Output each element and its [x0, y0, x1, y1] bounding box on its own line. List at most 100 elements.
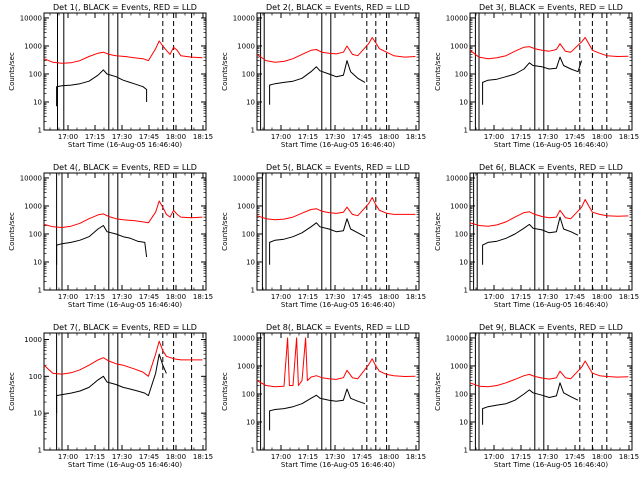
- panel-3-ytick-label: 100: [455, 70, 468, 78]
- panel-5-ytick-label: 100: [242, 230, 255, 238]
- panel-2-lld-series-line: [256, 37, 416, 63]
- panel-5-ylabel: Counts/sec: [221, 212, 229, 251]
- panel-9-ytick-label: 1: [464, 447, 468, 455]
- panel-8: Det 8(, BLACK = Events, RED = LLD 1 10 100 1…: [221, 323, 426, 469]
- panel-3-events-series-line: [482, 56, 583, 105]
- panel-7-events-series-line: [56, 353, 167, 414]
- panel-6-ytick-label: 10000: [446, 174, 468, 182]
- panel-8-ytick-label: 1: [251, 447, 255, 455]
- panel-8-plot-frame: [256, 332, 420, 451]
- panel-3-plot-frame: [469, 12, 633, 131]
- panel-9-events-series-line: [482, 382, 579, 425]
- panel-6-xtick-label: 17:45: [565, 293, 585, 301]
- panel-9-xtick-label: 18:00: [592, 453, 612, 461]
- panel-9-xtick-label: 17:45: [565, 453, 585, 461]
- panel-4: Det 4(, BLACK = Events, RED = LLD 1 10 100 1…: [8, 163, 213, 309]
- panel-4-events-series-line: [56, 225, 148, 265]
- panel-6-ytick-label: 100: [455, 230, 468, 238]
- panel-4-ytick-label: 1000: [24, 202, 42, 210]
- panel-3-ytick-label: 1: [464, 127, 468, 135]
- panel-1-xtick-label: 17:45: [139, 133, 159, 141]
- panel-7-xtick-label: 17:45: [139, 453, 159, 461]
- panel-2-ylabel: Counts/sec: [221, 52, 229, 91]
- panel-1-xtick-label: 17:00: [58, 133, 78, 141]
- panel-6-xlabel: Start Time (16-Aug-05 16:46:40): [494, 301, 608, 309]
- panel-9: Det 9(, BLACK = Events, RED = LLD 1 10 100 1…: [434, 323, 639, 469]
- panel-7-plot-frame: [43, 332, 207, 451]
- panel-1-xlabel: Start Time (16-Aug-05 16:46:40): [68, 141, 182, 149]
- panel-3-xlabel: Start Time (16-Aug-05 16:46:40): [494, 141, 608, 149]
- panel-4-xtick-label: 18:00: [166, 293, 186, 301]
- panel-8-title: Det 8(, BLACK = Events, RED = LLD: [266, 323, 410, 332]
- panel-5-title: Det 5(, BLACK = Events, RED = LLD: [266, 163, 410, 172]
- panel-2-xtick-label: 17:30: [325, 133, 345, 141]
- panel-2-ytick-label: 100: [242, 70, 255, 78]
- panel-7-xtick-label: 17:15: [85, 453, 105, 461]
- panel-3-lld-series-line: [469, 37, 629, 60]
- panel-9-title: Det 9(, BLACK = Events, RED = LLD: [479, 323, 623, 332]
- panel-2-events-series-line: [269, 60, 366, 105]
- panel-7-xtick-label: 18:15: [193, 453, 213, 461]
- panel-9-plot-frame: [469, 332, 633, 451]
- panel-2-xtick-label: 17:00: [271, 133, 291, 141]
- panel-1-title: Det 1(, BLACK = Events, RED = LLD: [53, 3, 197, 12]
- panel-2: Det 2(, BLACK = Events, RED = LLD 1 10 100 1…: [221, 3, 426, 149]
- panel-6-xtick-label: 17:15: [511, 293, 531, 301]
- panel-8-xtick-label: 18:00: [379, 453, 399, 461]
- panel-5: Det 5(, BLACK = Events, RED = LLD 1 10 100 1…: [221, 163, 426, 309]
- panel-6-xtick-label: 18:15: [619, 293, 639, 301]
- panel-9-xtick-label: 18:15: [619, 453, 639, 461]
- panel-6-ylabel: Counts/sec: [434, 212, 442, 251]
- panel-6-ytick-label: 1000: [450, 202, 468, 210]
- panel-6-events-series-line: [482, 216, 579, 265]
- panel-2-xlabel: Start Time (16-Aug-05 16:46:40): [281, 141, 395, 149]
- panel-7: Det 7(, BLACK = Events, RED = LLD 1 10 100 1…: [8, 323, 213, 469]
- panel-7-xtick-label: 18:00: [166, 453, 186, 461]
- panel-7-xtick-label: 17:30: [112, 453, 132, 461]
- panel-1-ytick-label: 100: [29, 70, 42, 78]
- panel-9-xtick-label: 17:15: [511, 453, 531, 461]
- panel-7-ytick-label: 100: [29, 373, 42, 381]
- panel-3-xtick-label: 17:30: [538, 133, 558, 141]
- panel-1-xtick-label: 18:00: [166, 133, 186, 141]
- panel-8-xtick-label: 18:15: [406, 453, 426, 461]
- panel-5-xlabel: Start Time (16-Aug-05 16:46:40): [281, 301, 395, 309]
- panel-4-xtick-label: 17:15: [85, 293, 105, 301]
- panel-6-ytick-label: 10: [459, 258, 468, 266]
- panel-4-ylabel: Counts/sec: [8, 212, 16, 251]
- panel-6-xtick-label: 17:00: [484, 293, 504, 301]
- panel-1-ytick-label: 1: [38, 127, 42, 135]
- panel-4-xtick-label: 17:30: [112, 293, 132, 301]
- panel-5-ytick-label: 10000: [233, 174, 255, 182]
- panel-2-ytick-label: 10000: [233, 14, 255, 22]
- panel-8-xtick-label: 17:15: [298, 453, 318, 461]
- panel-1: Det 1(, BLACK = Events, RED = LLD 1 10 100 1…: [8, 3, 213, 149]
- panel-9-ytick-label: 1000: [450, 362, 468, 370]
- panel-9-ylabel: Counts/sec: [434, 372, 442, 411]
- panel-4-xtick-label: 17:45: [139, 293, 159, 301]
- panel-5-xtick-label: 17:30: [325, 293, 345, 301]
- panel-2-plot-frame: [256, 12, 420, 131]
- panel-1-events-series-line: [56, 69, 148, 107]
- panel-9-xlabel: Start Time (16-Aug-05 16:46:40): [494, 461, 608, 469]
- panel-3-xtick-label: 17:00: [484, 133, 504, 141]
- panel-5-xtick-label: 18:15: [406, 293, 426, 301]
- panel-8-xtick-label: 17:45: [352, 453, 372, 461]
- panel-8-ylabel: Counts/sec: [221, 372, 229, 411]
- panel-8-ytick-label: 1000: [237, 362, 255, 370]
- panel-7-ytick-label: 1000: [24, 336, 42, 344]
- panel-4-xtick-label: 17:00: [58, 293, 78, 301]
- panel-3-ytick-label: 1000: [450, 42, 468, 50]
- panel-9-ytick-label: 10: [459, 418, 468, 426]
- panel-3-title: Det 3(, BLACK = Events, RED = LLD: [479, 3, 623, 12]
- panel-6-lld-series-line: [469, 199, 629, 227]
- panel-4-xtick-label: 18:15: [193, 293, 213, 301]
- panel-4-ytick-label: 10000: [20, 174, 42, 182]
- panel-7-ytick-label: 1: [38, 447, 42, 455]
- panel-2-title: Det 2(, BLACK = Events, RED = LLD: [266, 3, 410, 12]
- panel-7-ylabel: Counts/sec: [8, 372, 16, 411]
- panel-3-ytick-label: 10: [459, 98, 468, 106]
- panel-5-plot-frame: [256, 172, 420, 291]
- panel-1-lld-series-line: [43, 40, 203, 64]
